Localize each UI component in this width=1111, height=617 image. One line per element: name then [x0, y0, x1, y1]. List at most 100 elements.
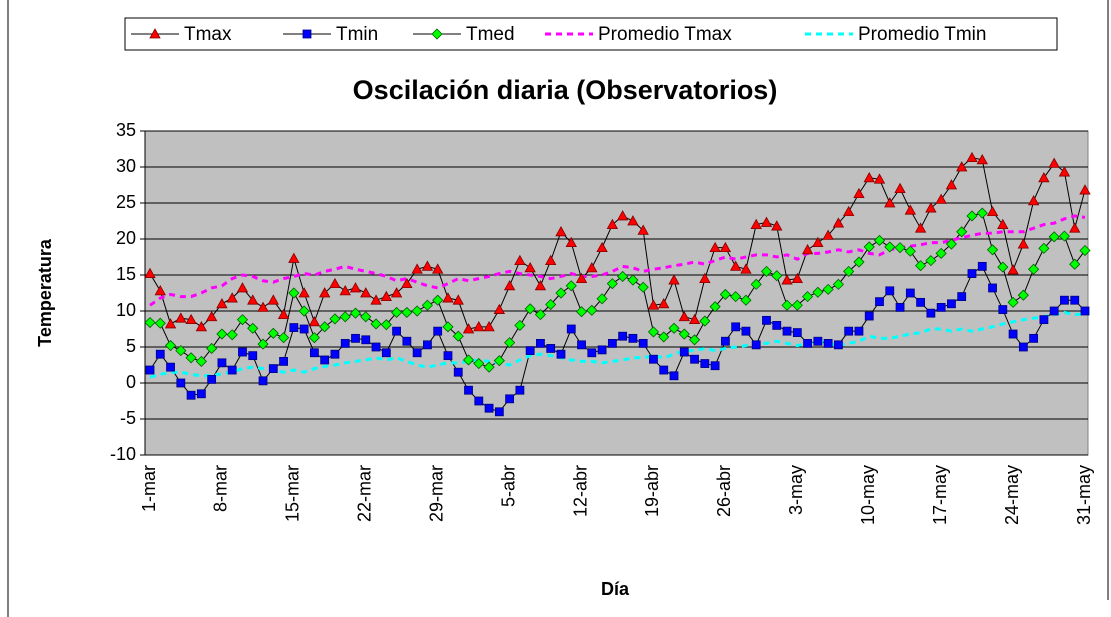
- marker-diamond: [185, 352, 197, 364]
- marker-square: [217, 358, 227, 368]
- x-axis-title: Día: [601, 579, 630, 599]
- marker-triangle: [534, 279, 547, 291]
- marker-diamond: [853, 256, 865, 268]
- marker-square: [916, 297, 926, 307]
- average-line: [149, 214, 1086, 307]
- marker-triangle: [688, 313, 701, 325]
- marker-triangle: [699, 272, 711, 284]
- x-tick-label: 5-abr: [498, 465, 518, 507]
- marker-diamond: [329, 313, 341, 325]
- marker-diamond: [308, 332, 320, 344]
- marker-diamond: [534, 309, 547, 321]
- marker-diamond: [473, 357, 485, 370]
- marker-triangle: [555, 225, 567, 237]
- marker-triangle: [678, 310, 690, 322]
- marker-triangle: [226, 292, 238, 303]
- marker-diamond: [678, 328, 690, 340]
- marker-square: [988, 283, 997, 293]
- marker-triangle: [822, 229, 834, 240]
- marker-square: [947, 299, 956, 309]
- marker-diamond: [411, 305, 423, 317]
- marker-diamond: [154, 317, 166, 329]
- marker-triangle: [606, 218, 619, 230]
- marker-square: [556, 349, 566, 359]
- marker-square: [741, 326, 751, 336]
- marker-triangle: [1027, 195, 1040, 206]
- marker-triangle: [339, 285, 351, 296]
- marker-diamond: [730, 291, 742, 303]
- marker-diamond: [319, 321, 331, 333]
- marker-square: [494, 407, 504, 417]
- marker-square: [351, 333, 360, 343]
- marker-square: [566, 324, 576, 334]
- x-tick-label: 19-abr: [642, 465, 662, 517]
- y-tick-label: 30: [116, 156, 136, 176]
- marker-diamond: [1079, 244, 1091, 257]
- marker-triangle: [1069, 222, 1081, 233]
- marker-triangle: [483, 321, 495, 332]
- marker-diamond: [647, 326, 660, 338]
- marker-diamond: [658, 331, 670, 343]
- plot-background: [144, 130, 1089, 456]
- marker-diamond: [843, 265, 855, 277]
- x-tick-label: 8-mar: [211, 465, 231, 512]
- marker-triangle: [452, 294, 464, 305]
- marker-triangle: [380, 290, 392, 302]
- marker-square: [258, 376, 268, 386]
- marker-triangle: [329, 277, 341, 289]
- x-tick-label: 22-mar: [355, 465, 375, 522]
- marker-triangle: [442, 292, 454, 303]
- marker-diamond: [339, 311, 351, 323]
- marker-diamond: [278, 332, 290, 344]
- marker-square: [1070, 295, 1080, 305]
- marker-square: [392, 326, 401, 336]
- marker-triangle: [154, 285, 166, 296]
- marker-square: [792, 328, 802, 338]
- marker-diamond: [781, 299, 793, 311]
- marker-square: [320, 355, 330, 365]
- legend-label: Promedio Tmax: [598, 24, 732, 45]
- marker-square: [515, 385, 525, 395]
- marker-diamond: [894, 242, 906, 254]
- marker-square: [834, 340, 843, 350]
- marker-square: [926, 308, 936, 318]
- marker-diamond: [627, 274, 639, 286]
- marker-triangle: [966, 151, 978, 163]
- marker-triangle: [349, 282, 362, 293]
- marker-triangle: [1058, 166, 1071, 177]
- marker-square: [207, 374, 217, 384]
- marker-diamond: [822, 283, 834, 295]
- marker-diamond: [442, 321, 454, 333]
- marker-triangle: [164, 318, 177, 329]
- marker-diamond: [575, 306, 588, 318]
- marker-diamond: [699, 315, 711, 327]
- marker-square: [679, 347, 689, 357]
- legend-label: Tmax: [184, 24, 232, 45]
- marker-square: [864, 311, 874, 321]
- marker-diamond: [380, 319, 392, 331]
- y-tick-label: 10: [116, 300, 136, 320]
- marker-diamond: [545, 298, 557, 311]
- marker-triangle: [586, 261, 598, 273]
- marker-diamond: [493, 355, 505, 367]
- marker-square: [669, 371, 679, 381]
- marker-square: [484, 403, 494, 413]
- marker-diamond: [760, 265, 773, 277]
- marker-square: [464, 385, 473, 395]
- marker-square: [1049, 306, 1059, 316]
- marker-diamond: [504, 337, 516, 349]
- marker-diamond: [791, 299, 803, 311]
- marker-square: [402, 336, 412, 346]
- marker-triangle: [277, 308, 290, 320]
- y-tick-label: 20: [116, 228, 136, 248]
- marker-triangle: [1038, 171, 1050, 183]
- marker-diamond: [462, 354, 475, 366]
- marker-diamond: [915, 260, 927, 272]
- marker-diamond: [1007, 296, 1019, 308]
- marker-square: [309, 348, 319, 358]
- marker-square: [700, 359, 710, 368]
- marker-diamond: [596, 293, 608, 305]
- marker-diamond: [1048, 231, 1060, 243]
- marker-square: [302, 29, 312, 39]
- marker-diamond: [432, 294, 444, 306]
